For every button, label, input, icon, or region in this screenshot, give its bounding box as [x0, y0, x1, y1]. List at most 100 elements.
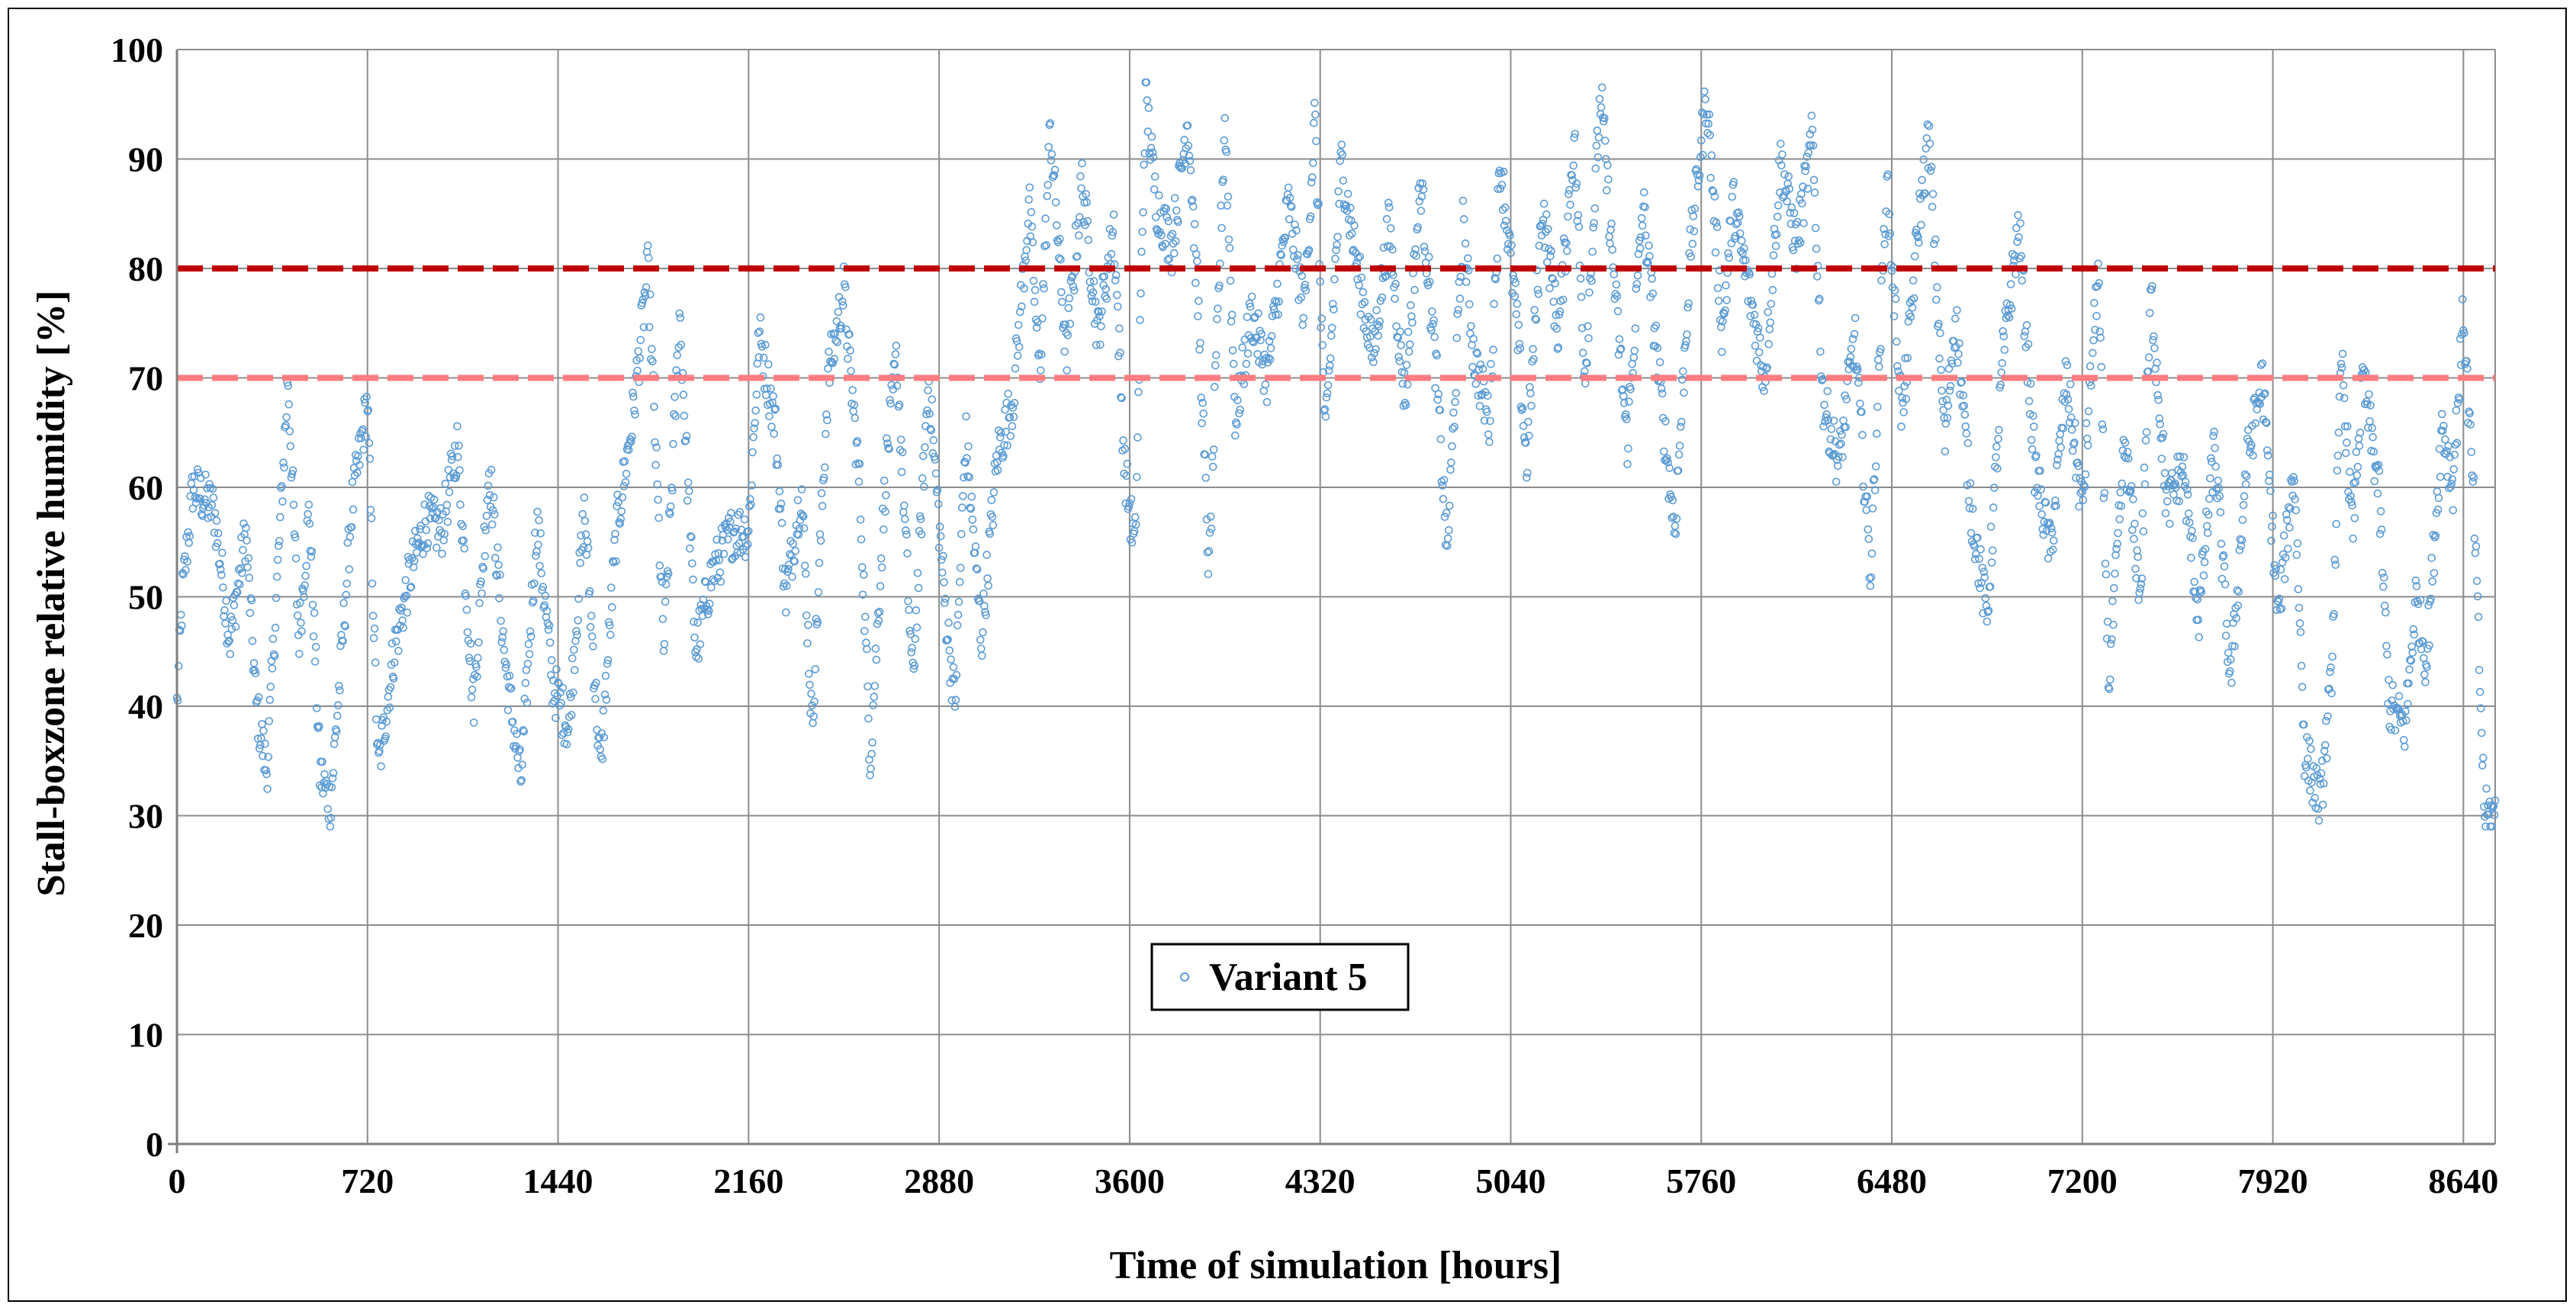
data-point — [799, 524, 809, 533]
data-point — [1789, 246, 1798, 255]
data-point — [975, 596, 984, 606]
data-point — [2131, 519, 2139, 529]
data-point — [1047, 150, 1056, 159]
data-point — [943, 636, 951, 644]
data-point — [1394, 352, 1403, 361]
data-point — [2297, 661, 2306, 670]
data-point — [863, 682, 872, 691]
x-tick-label: 4320 — [1285, 1162, 1356, 1200]
data-point — [455, 466, 464, 474]
data-point — [2328, 652, 2336, 661]
data-point — [1525, 432, 1533, 440]
data-point — [1205, 529, 1214, 537]
data-point — [2192, 593, 2200, 602]
data-point — [661, 597, 670, 606]
data-point — [1880, 239, 1889, 249]
data-point — [1378, 293, 1387, 302]
data-point — [1938, 386, 1946, 395]
data-point — [886, 399, 895, 408]
data-point — [1521, 439, 1530, 447]
data-point — [469, 718, 478, 727]
data-point — [1655, 358, 1664, 367]
data-point — [1660, 447, 1668, 456]
data-point — [752, 390, 761, 399]
data-point — [593, 725, 601, 734]
data-point — [1807, 111, 1816, 120]
data-point — [1819, 422, 1828, 431]
data-point — [1413, 223, 1422, 232]
data-point — [777, 519, 786, 528]
data-point — [921, 443, 929, 451]
data-point — [1217, 223, 1226, 233]
data-point — [457, 519, 465, 529]
data-point — [481, 525, 490, 535]
data-point — [1540, 243, 1549, 252]
data-point — [1834, 461, 1842, 471]
data-point — [583, 537, 592, 546]
data-point — [1286, 201, 1295, 210]
data-point — [353, 451, 362, 461]
data-point — [1686, 225, 1694, 234]
data-point — [2409, 625, 2418, 634]
data-point — [1001, 405, 1009, 414]
data-point — [805, 670, 813, 678]
data-point — [1056, 234, 1064, 243]
data-point — [2048, 528, 2057, 537]
data-point — [1439, 494, 1448, 503]
data-point — [1839, 416, 1848, 425]
data-point — [2334, 428, 2343, 437]
data-point — [2090, 298, 2098, 307]
data-point — [2404, 679, 2413, 688]
data-point — [2063, 395, 2073, 404]
data-point — [1321, 412, 1330, 421]
data-point — [2195, 633, 2204, 641]
data-point — [1245, 299, 1254, 308]
data-point — [2468, 477, 2478, 487]
data-point — [467, 692, 476, 702]
data-point — [179, 570, 188, 579]
data-point — [953, 621, 962, 630]
data-point — [545, 638, 555, 647]
data-point — [699, 595, 708, 604]
data-point — [1718, 348, 1726, 356]
data-point — [2160, 468, 2169, 477]
data-point — [687, 532, 696, 541]
data-point — [1041, 214, 1050, 223]
data-point — [2426, 594, 2435, 603]
data-point — [979, 590, 988, 598]
data-point — [2381, 601, 2389, 610]
data-point — [929, 435, 938, 445]
data-point — [614, 498, 623, 506]
data-point — [1642, 231, 1650, 240]
data-point — [302, 561, 310, 570]
data-point — [621, 477, 630, 487]
data-point — [1563, 246, 1571, 255]
data-point — [1992, 442, 2001, 451]
data-point — [1185, 152, 1194, 160]
data-point — [1387, 224, 1395, 233]
data-point — [1137, 247, 1146, 256]
data-point — [1704, 119, 1713, 128]
data-point — [1318, 341, 1327, 349]
data-point — [803, 639, 812, 647]
data-point — [2038, 525, 2047, 534]
legend-label-variant-5: Variant 5 — [1209, 956, 1368, 999]
data-point — [2050, 536, 2058, 545]
data-point — [2471, 548, 2480, 557]
data-point — [1127, 495, 1136, 503]
data-point — [1273, 279, 1282, 288]
data-point — [1486, 416, 1494, 426]
data-point — [832, 317, 841, 326]
data-point — [890, 360, 899, 369]
data-point — [468, 675, 478, 683]
data-point — [705, 599, 714, 609]
data-point — [2238, 516, 2247, 525]
data-point — [1877, 276, 1886, 285]
data-point — [1419, 185, 1428, 194]
data-point — [461, 591, 471, 600]
data-point — [407, 583, 416, 591]
data-point — [2035, 502, 2044, 511]
data-point — [239, 545, 247, 554]
data-point — [1027, 207, 1036, 217]
data-point — [2178, 462, 2187, 471]
